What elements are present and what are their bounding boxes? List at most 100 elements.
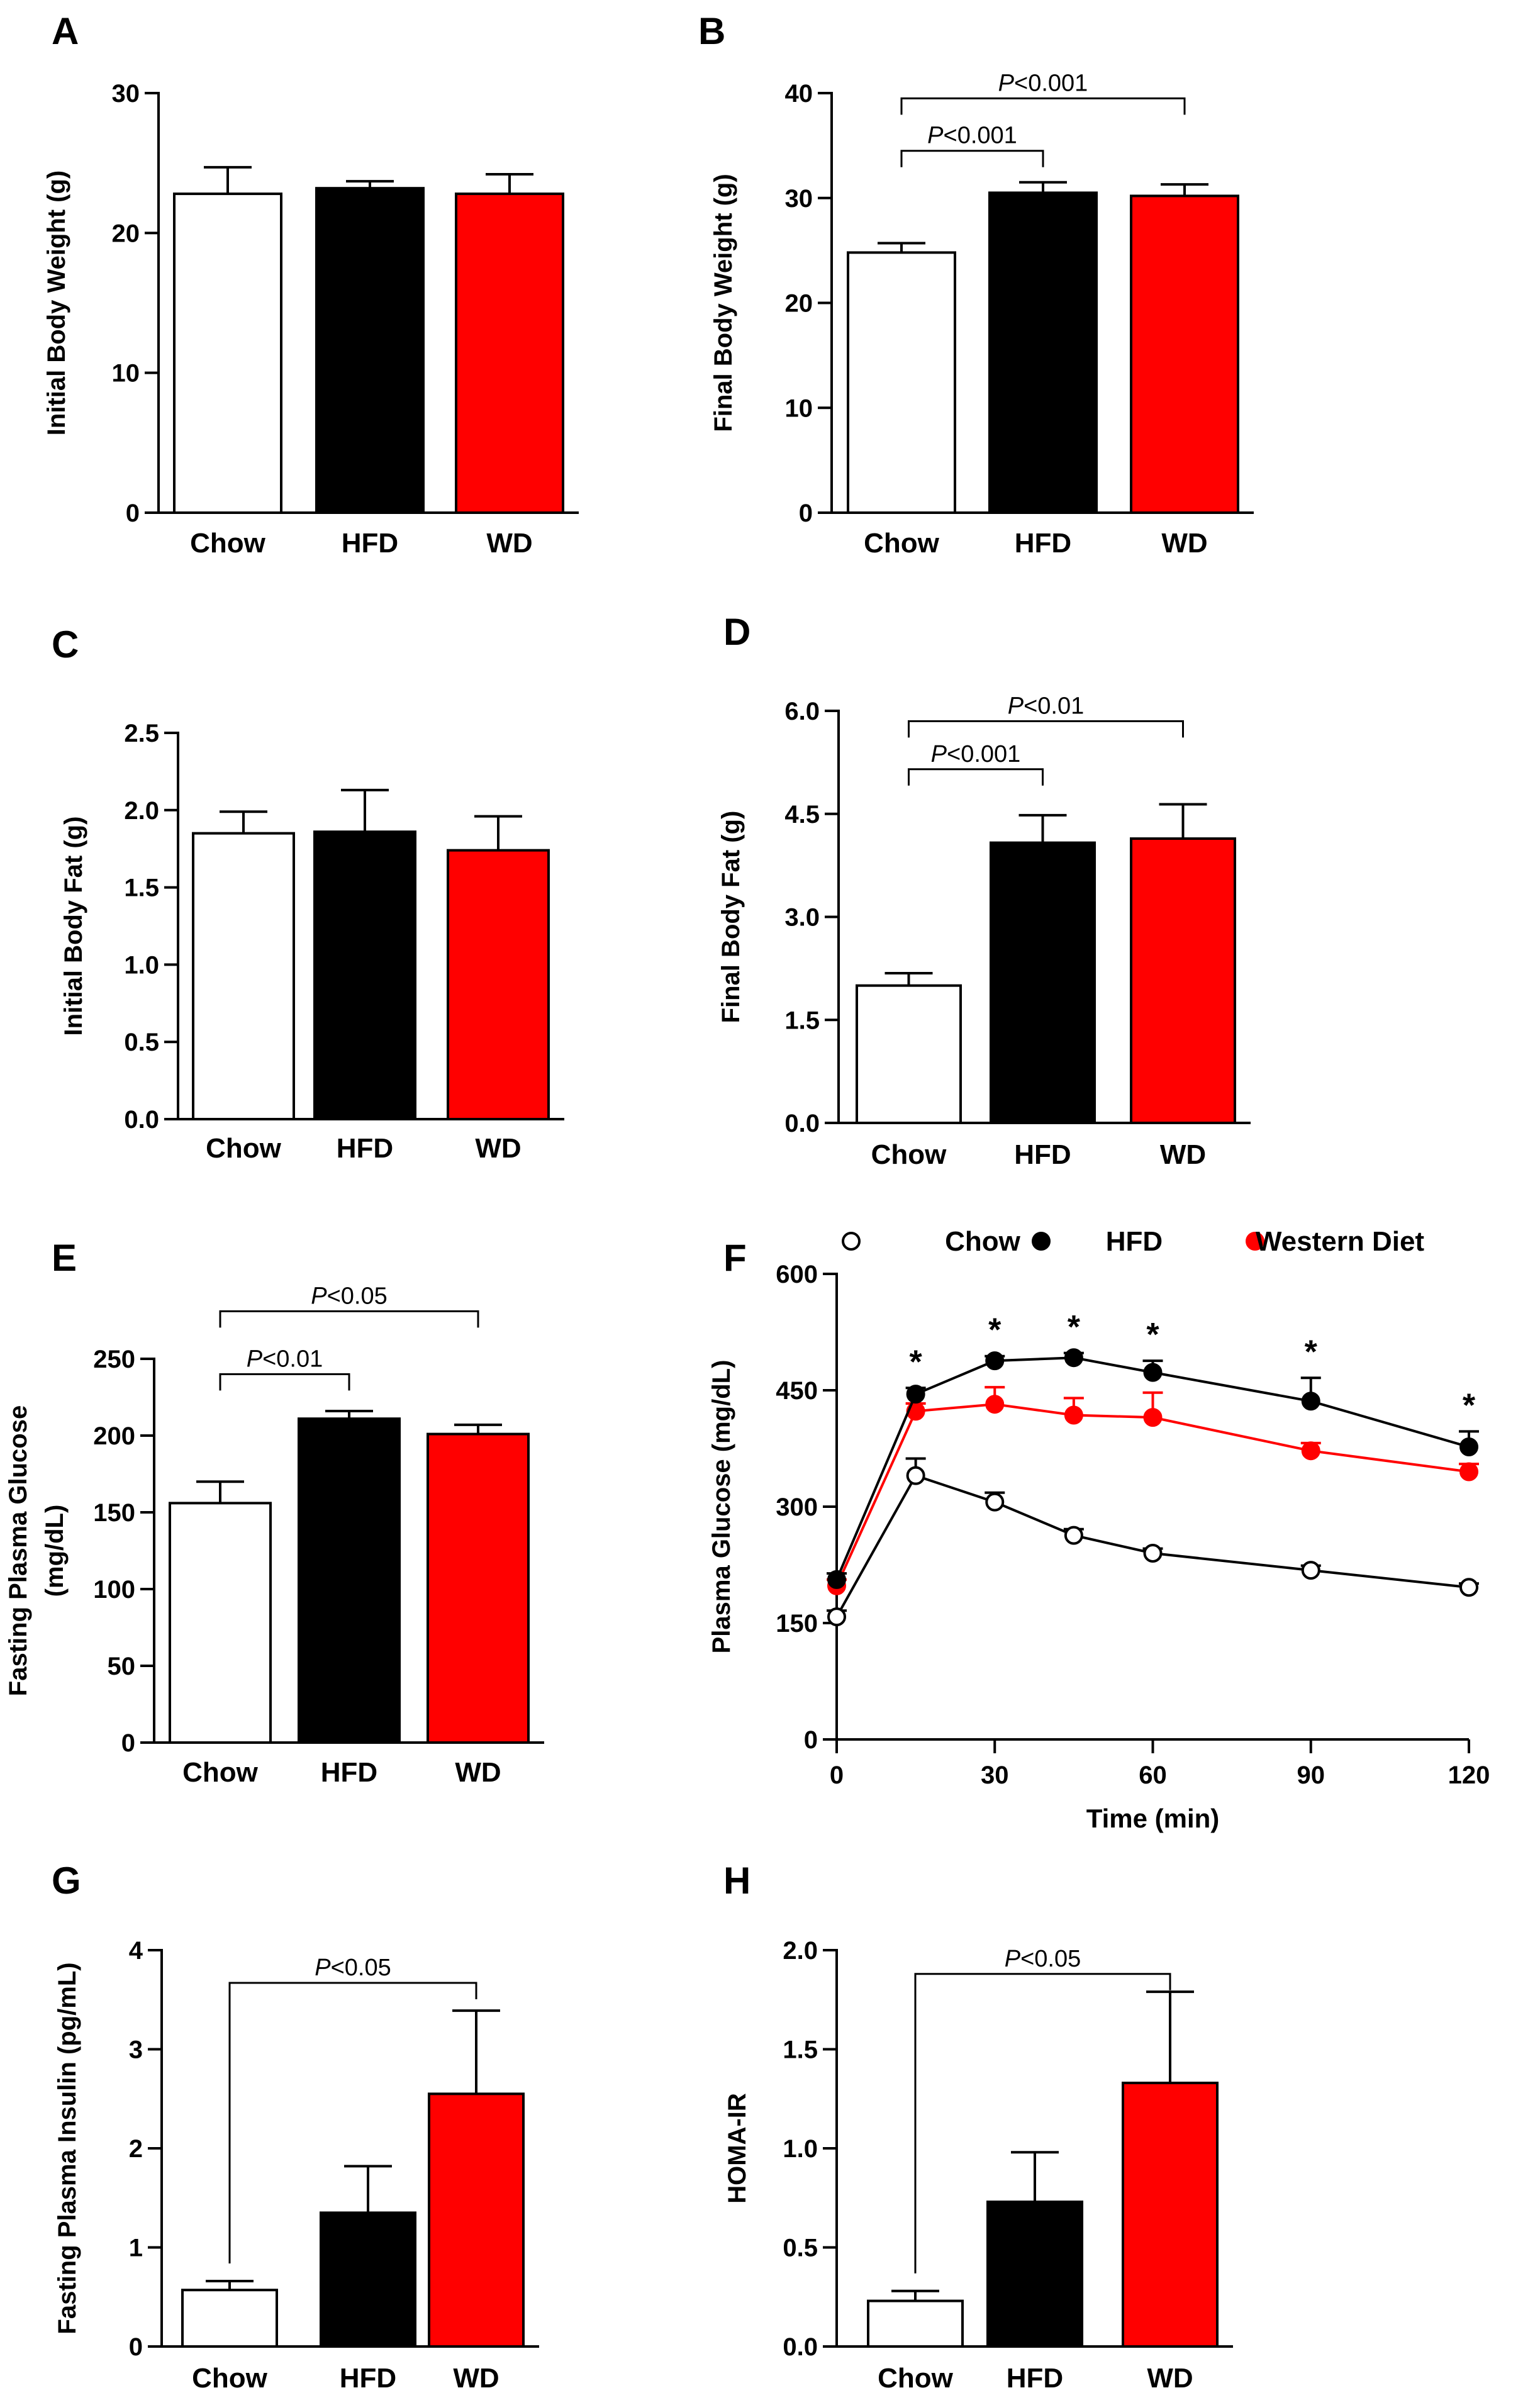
- bar-hfd: [988, 191, 1098, 514]
- data-point: [827, 1607, 846, 1627]
- y-tick-label: 20: [785, 290, 813, 318]
- category-label: Chow: [192, 2363, 268, 2394]
- significance-star: *: [910, 1344, 923, 1380]
- bar-hfd: [990, 841, 1096, 1124]
- bar-chow: [169, 1502, 272, 1744]
- bar-chow: [847, 251, 956, 514]
- data-point: [1064, 1526, 1083, 1545]
- legend-label: Chow: [945, 1226, 1021, 1257]
- significance-bracket: [228, 1982, 477, 2264]
- significance-bracket: [908, 768, 1044, 786]
- bar-hfd: [298, 1417, 401, 1744]
- legend-marker: [1032, 1232, 1051, 1251]
- category-label: WD: [1160, 1139, 1206, 1170]
- panel-letter: G: [52, 1860, 81, 1902]
- category-label: Chow: [206, 1133, 282, 1164]
- significance-bracket: [900, 150, 1044, 167]
- panel-letter: A: [52, 10, 79, 52]
- bar-wd: [427, 1432, 530, 1744]
- panel-letter: F: [723, 1237, 747, 1279]
- category-label: HFD: [342, 528, 398, 559]
- significance-label: P<0.05: [311, 1283, 388, 1309]
- panel-letter: C: [52, 623, 79, 666]
- x-tick-label: 90: [1297, 1761, 1325, 1789]
- category-label: HFD: [1007, 2363, 1063, 2394]
- y-tick-label: 1.5: [783, 2036, 818, 2064]
- bar-chow: [867, 2299, 964, 2348]
- y-axis-label: Fasting Plasma Glucose: [4, 1405, 32, 1696]
- y-axis-label: Plasma Glucose (mg/dL): [708, 1360, 735, 1654]
- y-tick-label: 0: [121, 1729, 135, 1757]
- legend-label: Western Diet: [1256, 1226, 1424, 1257]
- data-point: [1064, 1348, 1083, 1368]
- y-tick-label: 30: [112, 80, 140, 108]
- p-symbol: P: [1008, 693, 1024, 719]
- panel-letter: B: [698, 10, 725, 52]
- y-tick-label: 2.5: [124, 720, 159, 747]
- legend-marker: [842, 1232, 861, 1251]
- y-tick-label: 0: [804, 1726, 818, 1754]
- category-label: HFD: [1014, 1139, 1071, 1170]
- panel-c: C 0.0 0.5 1.0 1.5 2.0 2.5 Initial Body Fat (g) C…: [52, 623, 564, 1164]
- data-point: [1143, 1363, 1163, 1382]
- x-axis-label: Time (min): [1086, 1804, 1220, 1833]
- category-label: HFD: [337, 1133, 393, 1164]
- category-label: WD: [1161, 528, 1207, 559]
- bar-chow: [173, 193, 282, 514]
- significance-label: P<0.01: [1008, 693, 1085, 719]
- significance-star: *: [1463, 1387, 1476, 1424]
- y-tick-label: 450: [776, 1377, 818, 1405]
- y-tick-label: 1.0: [783, 2135, 818, 2163]
- significance-star: *: [1068, 1309, 1081, 1346]
- significance-label: P<0.001: [931, 741, 1021, 767]
- panel-d: D 0.0 1.5 3.0 4.5 6.0 Final Body Fat (g) Chow HF…: [717, 611, 1251, 1170]
- bar-chow: [856, 984, 962, 1124]
- y-axis-label: HOMA-IR: [723, 2093, 751, 2204]
- x-tick-label: 0: [830, 1761, 844, 1789]
- data-point: [1301, 1392, 1320, 1411]
- bar-wd: [1130, 194, 1239, 514]
- legend: Chow HFD Western Diet: [842, 1226, 1424, 1257]
- data-point: [1143, 1544, 1163, 1563]
- significance-label: P<0.001: [998, 70, 1088, 96]
- data-point: [1301, 1441, 1320, 1461]
- panel-h: H 0.0 0.5 1.0 1.5 2.0 HOMA-IR Chow HFD WD P<0.05: [723, 1860, 1233, 2394]
- y-tick-label: 20: [112, 220, 140, 247]
- y-tick-label: 0: [126, 499, 140, 527]
- y-tick-label: 0: [799, 499, 813, 527]
- data-point: [1143, 1408, 1163, 1427]
- y-tick-label: 10: [112, 360, 140, 388]
- p-symbol: P: [998, 70, 1015, 96]
- y-tick-label: 30: [785, 185, 813, 213]
- legend-label: HFD: [1106, 1226, 1163, 1257]
- p-value: <0.05: [1020, 1946, 1081, 1972]
- bar-hfd: [315, 187, 425, 515]
- p-symbol: P: [247, 1346, 263, 1372]
- y-axis-label: Final Body Fat (g): [717, 811, 745, 1024]
- y-tick-label: 0.0: [784, 1110, 820, 1137]
- panel-e: E 0 50 100 150 200 250 Fasting Plasma Glucose (m…: [4, 1237, 544, 1788]
- y-axis-label: Final Body Weight (g): [710, 174, 737, 432]
- panel-letter: H: [723, 1860, 750, 1902]
- series-chow: [827, 1457, 1479, 1627]
- y-tick-label: 0.0: [124, 1106, 159, 1134]
- y-tick-label: 0.5: [783, 2235, 818, 2262]
- y-tick-label: 150: [93, 1499, 135, 1527]
- data-point: [1459, 1462, 1478, 1482]
- p-symbol: P: [927, 123, 944, 149]
- p-symbol: P: [315, 1955, 331, 1981]
- data-point: [985, 1395, 1005, 1414]
- bar-wd: [455, 193, 564, 514]
- significance-label: P<0.05: [315, 1955, 391, 1981]
- category-label: Chow: [182, 1757, 259, 1788]
- data-point: [985, 1492, 1005, 1512]
- p-value: <0.05: [331, 1955, 391, 1981]
- y-axis-label: Fasting Plasma Insulin (pg/mL): [53, 1962, 81, 2334]
- category-label: Chow: [878, 2363, 954, 2394]
- y-tick-label: 4: [129, 1937, 143, 1965]
- panel-a: A 0 10 20 30 Initial Body Weight (g) Chow HFD WD: [43, 10, 579, 559]
- significance-bracket: [900, 97, 1186, 115]
- bar-hfd: [320, 2211, 416, 2348]
- bar-hfd: [313, 830, 416, 1120]
